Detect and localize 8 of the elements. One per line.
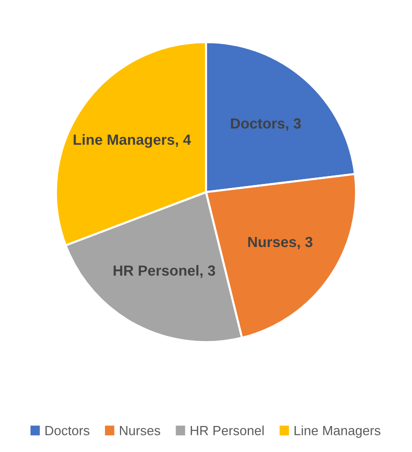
legend-label: HR Personel [190, 426, 264, 436]
data-label: Doctors, 3 [231, 118, 301, 131]
legend-label: Line Managers [294, 426, 380, 438]
data-label: Nurses, 3 [248, 236, 312, 250]
legend-label: Nurses [120, 426, 160, 436]
data-label: Line Managers, 4 [74, 134, 191, 148]
legend-label: Doctors [45, 426, 90, 436]
data-label: HR Personel, 3 [114, 265, 216, 278]
